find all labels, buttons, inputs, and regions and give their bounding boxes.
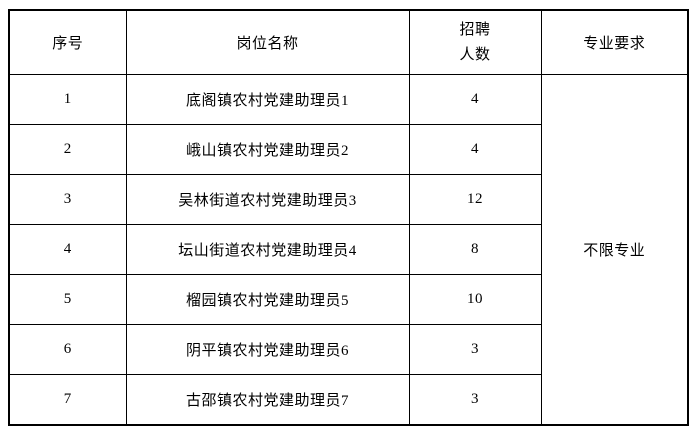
recruitment-table: 序号 岗位名称 招聘 人数 专业要求 1 底阁镇农村党建助理员1 4 不限专业 … (8, 9, 689, 426)
table-row: 3 吴林街道农村党建助理员3 12 (8, 174, 688, 225)
cell-serial: 5 (8, 274, 127, 325)
cell-position: 峨山镇农村党建助理员2 (125, 124, 410, 175)
table-row: 4 坛山街道农村党建助理员4 8 (8, 224, 688, 275)
merged-requirement-cell: 不限专业 (540, 74, 689, 426)
cell-serial: 1 (8, 74, 127, 125)
table-row: 6 阴平镇农村党建助理员6 3 (8, 324, 688, 375)
cell-serial: 6 (8, 324, 127, 375)
header-cell-serial: 序号 (8, 9, 127, 75)
cell-count: 3 (408, 374, 542, 426)
cell-position: 古邵镇农村党建助理员7 (125, 374, 410, 426)
cell-position: 吴林街道农村党建助理员3 (125, 174, 410, 225)
cell-count: 12 (408, 174, 542, 225)
cell-serial: 4 (8, 224, 127, 275)
table-row: 5 榴园镇农村党建助理员5 10 (8, 274, 688, 325)
cell-serial: 3 (8, 174, 127, 225)
cell-count: 4 (408, 74, 542, 125)
cell-serial: 2 (8, 124, 127, 175)
cell-count: 4 (408, 124, 542, 175)
table-row: 7 古邵镇农村党建助理员7 3 (8, 374, 688, 426)
header-row: 序号 岗位名称 招聘 人数 专业要求 (8, 9, 689, 75)
cell-count: 3 (408, 324, 542, 375)
header-count-line2: 人数 (459, 46, 491, 63)
table-row: 1 底阁镇农村党建助理员1 4 不限专业 (8, 74, 689, 426)
cell-position: 坛山街道农村党建助理员4 (125, 224, 410, 275)
header-cell-position: 岗位名称 (125, 9, 410, 75)
header-cell-requirement: 专业要求 (540, 9, 689, 75)
header-cell-count: 招聘 人数 (408, 9, 542, 75)
header-count-line1: 招聘 (459, 21, 491, 38)
cell-count: 10 (408, 274, 542, 325)
cell-count: 8 (408, 224, 542, 275)
cell-position: 榴园镇农村党建助理员5 (125, 274, 410, 325)
table-row: 2 峨山镇农村党建助理员2 4 (8, 124, 688, 175)
cell-position: 阴平镇农村党建助理员6 (125, 324, 410, 375)
cell-serial: 7 (8, 374, 127, 426)
cell-position: 底阁镇农村党建助理员1 (125, 74, 410, 125)
